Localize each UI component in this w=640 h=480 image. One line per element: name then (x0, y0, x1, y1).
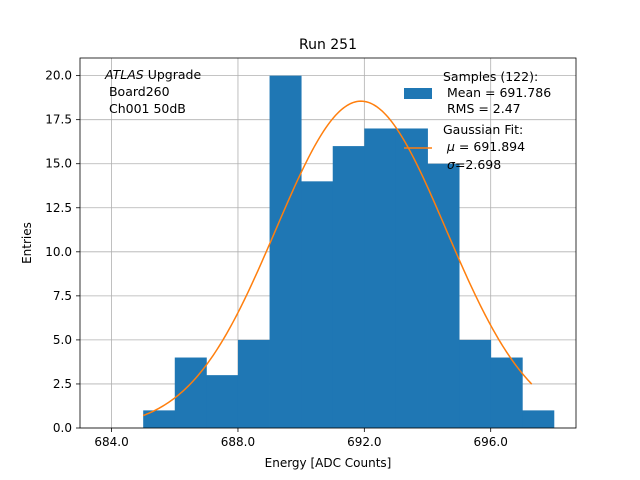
y-tick-label: 15.0 (45, 157, 72, 171)
histogram-bar (301, 181, 334, 428)
y-axis-ticks: 0.0 2.5 5.0 7.5 10.0 12.5 15.0 17.5 20.0 (45, 69, 80, 435)
histogram-bars (143, 75, 555, 428)
histogram-bar (332, 146, 365, 428)
x-tick-label: 684.0 (94, 435, 128, 449)
legend-samples-rms: RMS = 2.47 (443, 101, 521, 116)
legend-fit-sigma: σ=2.698 (447, 157, 501, 172)
x-tick-label: 688.0 (221, 435, 255, 449)
histogram-bar (237, 339, 270, 428)
y-tick-label: 0.0 (53, 421, 72, 435)
board-label: Board260 (105, 84, 170, 99)
x-tick-label: 696.0 (474, 435, 508, 449)
legend-samples-title: Samples (122): (443, 69, 538, 84)
gaussian-fit-curve (142, 100, 533, 417)
atlas-annotation: ATLAS Upgrade Board260 Ch001 50dB (104, 67, 201, 116)
histogram-bar (490, 357, 523, 428)
histogram-bar (364, 128, 397, 428)
mu-value: = 691.894 (455, 139, 525, 154)
y-tick-label: 20.0 (45, 69, 72, 83)
atlas-suffix: Upgrade (144, 67, 202, 82)
sigma-value: =2.698 (455, 157, 501, 172)
plot-frame (79, 57, 577, 429)
legend-samples-swatch (404, 88, 432, 99)
histogram-bar (395, 128, 428, 428)
histogram-bar (459, 339, 492, 428)
mu-symbol: μ (446, 139, 455, 154)
x-axis-label: Energy [ADC Counts] (265, 456, 392, 470)
legend: Samples (122): Mean = 691.786 RMS = 2.47… (404, 69, 551, 172)
chart-title: Run 251 (299, 37, 357, 53)
x-tick-label: 692.0 (347, 435, 381, 449)
histogram-bar (174, 357, 207, 428)
y-tick-label: 12.5 (45, 201, 72, 215)
histogram-bar (269, 75, 302, 428)
histogram-bar (522, 410, 555, 428)
x-axis-ticks: 684.0 688.0 692.0 696.0 (94, 428, 508, 449)
histogram-bar (143, 410, 176, 428)
legend-fit-mu: μ = 691.894 (446, 139, 525, 154)
y-tick-label: 2.5 (53, 377, 72, 391)
legend-samples-mean: Mean = 691.786 (443, 85, 551, 100)
histogram-bar (206, 375, 239, 428)
y-tick-label: 17.5 (45, 113, 72, 127)
channel-label: Ch001 50dB (105, 101, 186, 116)
y-axis-label: Entries (20, 222, 34, 264)
sigma-symbol: σ (447, 157, 456, 172)
atlas-word: ATLAS (104, 67, 144, 82)
y-tick-label: 5.0 (53, 333, 72, 347)
legend-fit-title: Gaussian Fit: (443, 122, 523, 137)
atlas-label: ATLAS Upgrade (104, 67, 201, 82)
y-tick-label: 10.0 (45, 245, 72, 259)
histogram-bar (427, 163, 460, 428)
y-tick-label: 7.5 (53, 289, 72, 303)
